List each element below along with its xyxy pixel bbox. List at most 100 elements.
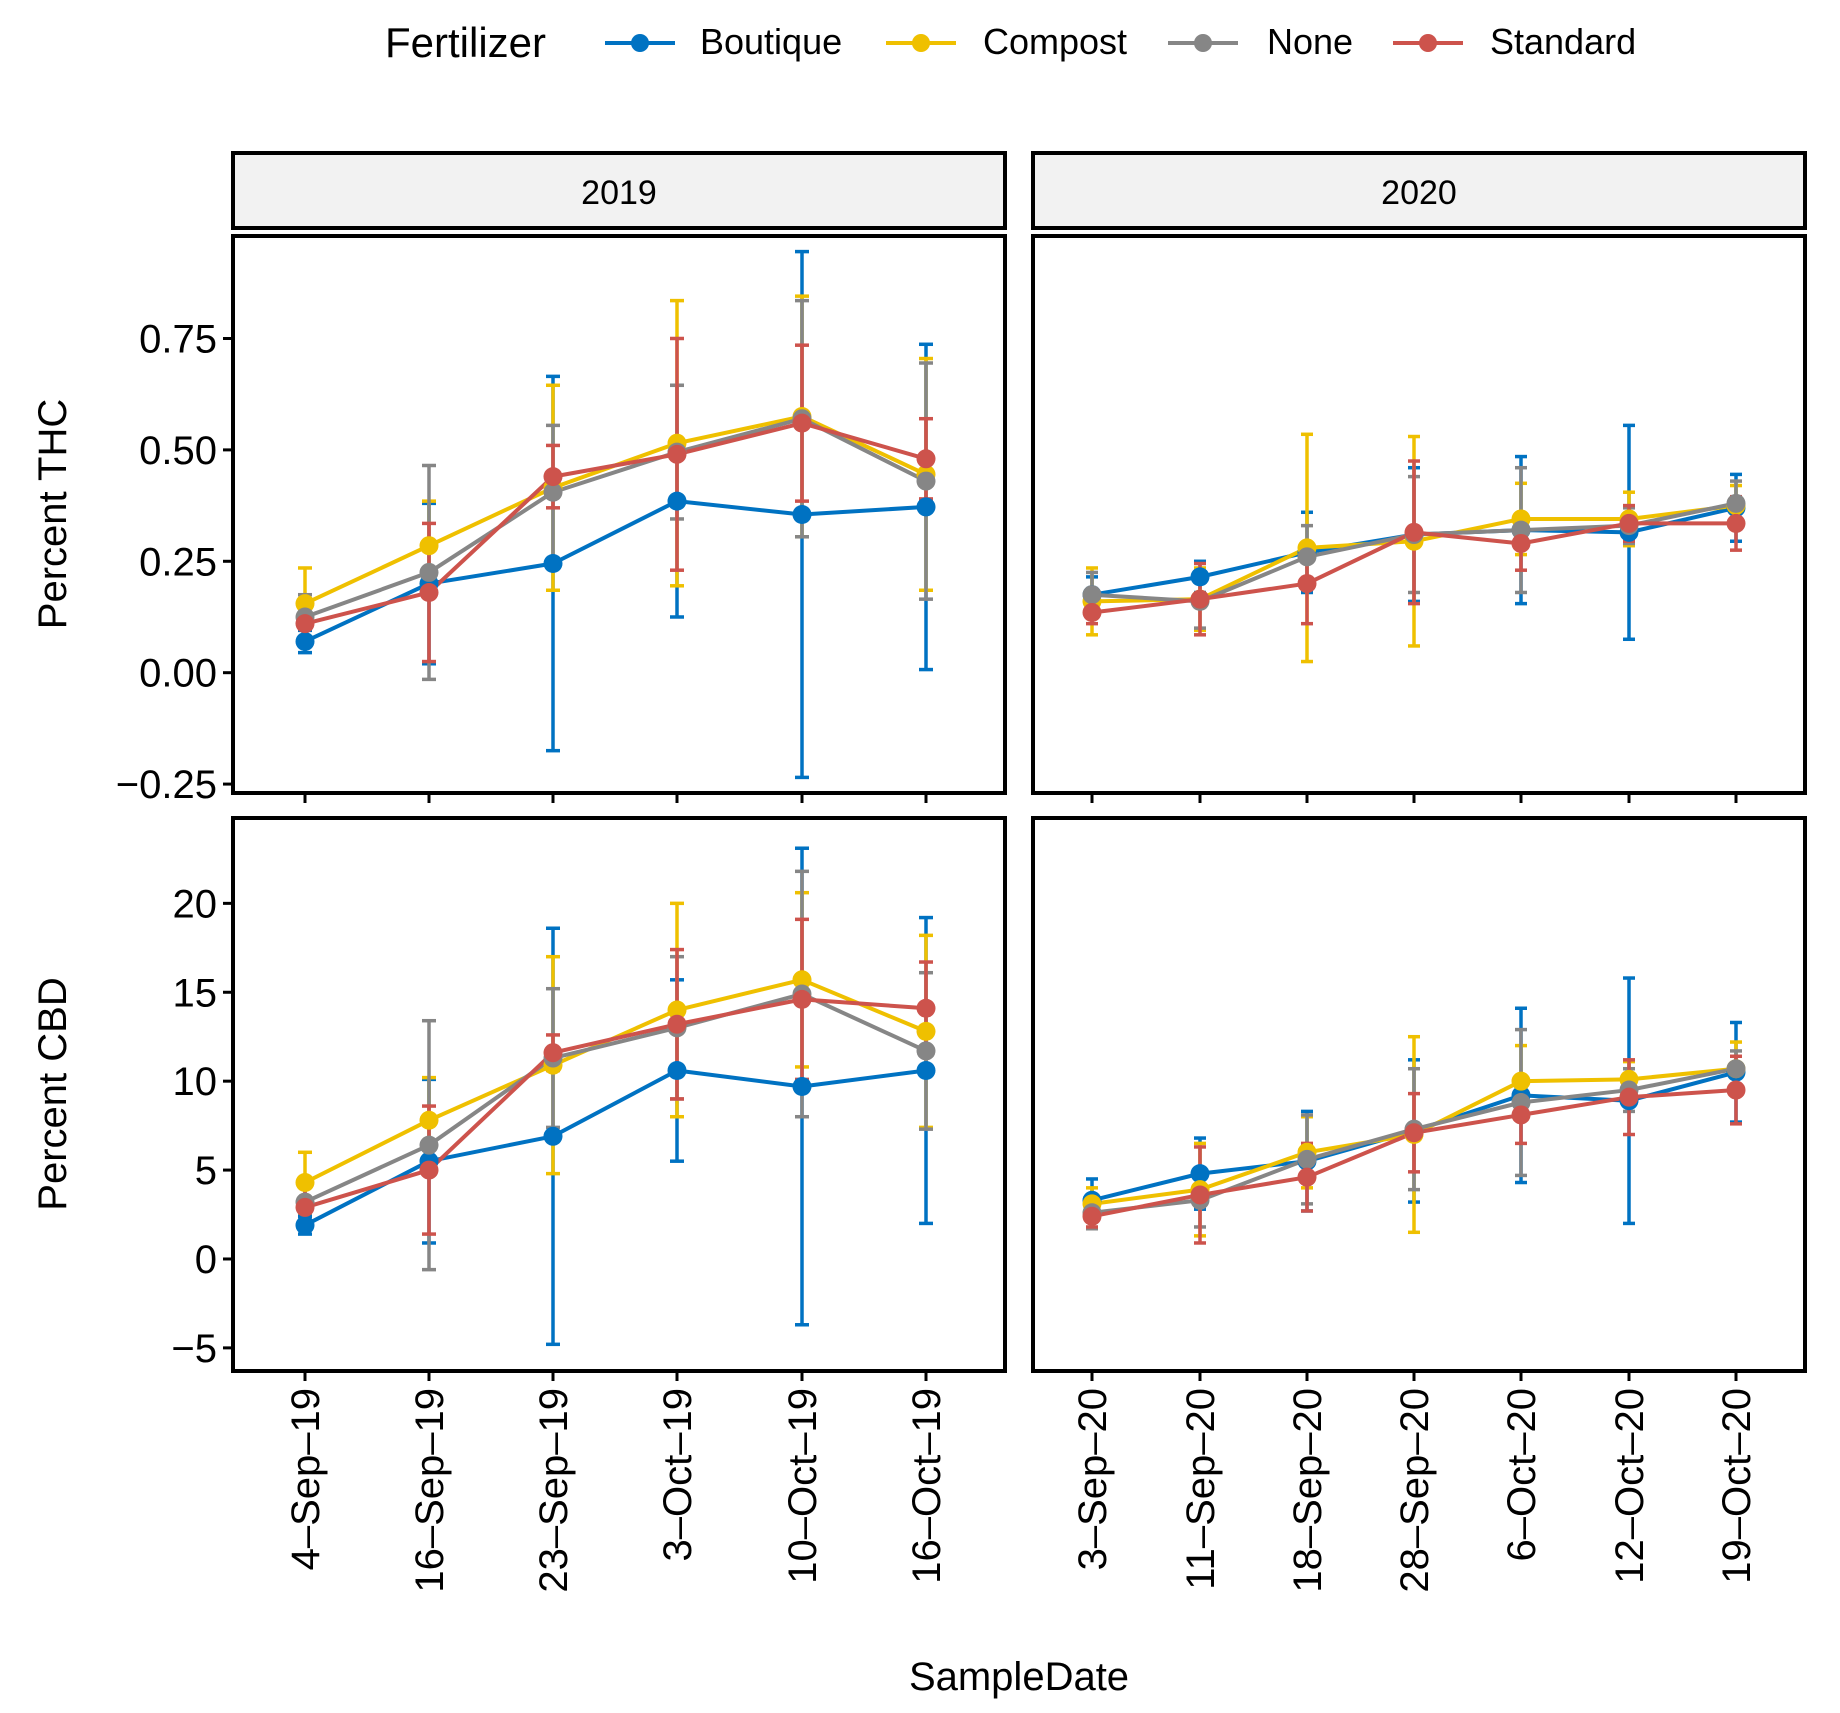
point-standard-5 — [916, 449, 936, 469]
point-boutique-1 — [1190, 1164, 1210, 1184]
point-boutique-2 — [543, 554, 563, 574]
x-tick-label-2020-0: 3–Sep–20 — [1071, 1388, 1115, 1570]
point-standard-4 — [1511, 533, 1531, 553]
point-none-0 — [1082, 585, 1102, 605]
legend-key-marker-standard — [1419, 34, 1437, 52]
series-line-none — [304, 992, 927, 1204]
point-boutique-3 — [667, 1060, 687, 1080]
point-standard-6 — [1726, 1080, 1746, 1100]
panel-border-percent-cbd-2019 — [231, 816, 1007, 1373]
x-tick-label-2019-5: 16–Oct–19 — [905, 1388, 949, 1584]
point-none-2 — [1297, 547, 1317, 567]
legend-key-marker-none — [1194, 34, 1212, 52]
panel-percent-thc-2019: −0.25 0.00 0.25 0.50 0.75 — [116, 234, 1007, 807]
point-standard-5 — [1619, 513, 1639, 533]
point-standard-2 — [1297, 1167, 1317, 1187]
series-line-standard — [304, 997, 927, 1210]
legend: Fertilizer Boutique Compost None Standard — [385, 19, 1636, 66]
y-tick-label-percent-cbd-4: 15 — [173, 971, 218, 1015]
point-none-5 — [916, 1041, 936, 1061]
point-none-4 — [1511, 520, 1531, 540]
point-compost-4 — [1511, 1071, 1531, 1091]
point-boutique-0 — [295, 1215, 315, 1235]
facet-strips: 2019 2020 — [231, 151, 1807, 230]
legend-key-marker-boutique — [631, 34, 649, 52]
point-standard-1 — [419, 582, 439, 602]
legend-label-boutique: Boutique — [700, 21, 842, 62]
point-boutique-1 — [1190, 567, 1210, 587]
panel-border-percent-cbd-2020 — [1031, 816, 1807, 1373]
point-none-2 — [1297, 1149, 1317, 1169]
point-compost-0 — [295, 1173, 315, 1193]
point-compost-1 — [419, 536, 439, 556]
point-boutique-5 — [916, 497, 936, 517]
y-tick-label-percent-cbd-1: 0 — [195, 1238, 217, 1282]
strip-label-2020: 2020 — [1381, 174, 1457, 212]
y-tick-label-percent-thc-1: 0.00 — [139, 652, 217, 696]
x-tick-label-2020-1: 11–Sep–20 — [1179, 1388, 1223, 1590]
panel-percent-cbd-2019: −5 0 5 10 15 20 — [171, 816, 1007, 1381]
point-standard-0 — [295, 614, 315, 634]
point-standard-1 — [1190, 589, 1210, 609]
x-tick-label-2019-2: 23–Sep–19 — [532, 1388, 576, 1593]
point-standard-5 — [1619, 1087, 1639, 1107]
point-compost-0 — [295, 594, 315, 614]
y-tick-label-percent-cbd-0: −5 — [171, 1327, 217, 1371]
x-tick-label-2020-3: 28–Sep–20 — [1393, 1388, 1437, 1593]
point-boutique-0 — [295, 631, 315, 651]
point-boutique-4 — [792, 505, 812, 524]
point-standard-4 — [792, 413, 812, 433]
legend-title: Fertilizer — [385, 19, 546, 66]
point-compost-5 — [916, 1021, 936, 1041]
y-tick-label-percent-thc-2: 0.25 — [139, 540, 217, 584]
point-standard-0 — [1082, 603, 1102, 623]
point-standard-3 — [1404, 1123, 1424, 1143]
legend-label-compost: Compost — [983, 21, 1127, 62]
point-none-6 — [1726, 1059, 1746, 1079]
point-none-1 — [419, 1135, 439, 1155]
point-standard-2 — [543, 467, 563, 487]
strip-2020 — [1031, 151, 1807, 230]
point-none-6 — [1726, 493, 1746, 513]
legend-key-marker-compost — [912, 34, 930, 52]
y-axis-title-thc: Percent THC — [31, 399, 75, 629]
y-axis-titles: Percent THC Percent CBD — [31, 399, 75, 1211]
x-tick-label-2020-4: 6–Oct–20 — [1500, 1388, 1544, 1561]
point-standard-5 — [916, 998, 936, 1018]
point-standard-0 — [1082, 1206, 1102, 1226]
panel-clip-percent-cbd-2019 — [295, 846, 936, 1347]
series-line-boutique — [304, 1068, 927, 1227]
series-line-compost — [304, 414, 927, 606]
point-none-2 — [543, 482, 563, 502]
point-standard-3 — [1404, 522, 1424, 542]
point-standard-2 — [1297, 574, 1317, 594]
panel-percent-thc-2020 — [1031, 234, 1807, 803]
legend-label-none: None — [1267, 21, 1353, 62]
point-boutique-4 — [792, 1076, 812, 1096]
point-standard-3 — [667, 444, 687, 464]
panel-clip-percent-thc-2019 — [295, 249, 936, 780]
x-tick-label-2019-1: 16–Sep–19 — [408, 1388, 452, 1593]
y-tick-label-percent-cbd-2: 5 — [195, 1149, 217, 1193]
panel-clip-percent-thc-2020 — [1082, 423, 1746, 664]
panel-percent-cbd-2020 — [1031, 816, 1807, 1381]
y-tick-label-percent-cbd-3: 10 — [173, 1060, 218, 1104]
panel-clip-percent-cbd-2020 — [1082, 976, 1746, 1245]
y-tick-label-percent-thc-4: 0.75 — [139, 317, 217, 361]
point-none-1 — [419, 562, 439, 582]
x-tick-label-2020-2: 18–Sep–20 — [1286, 1388, 1330, 1593]
y-tick-label-percent-thc-3: 0.50 — [139, 429, 217, 473]
point-boutique-5 — [916, 1060, 936, 1080]
series-line-boutique — [304, 499, 927, 644]
point-boutique-3 — [667, 491, 687, 511]
x-tick-label-2020-5: 12–Oct–20 — [1608, 1388, 1652, 1584]
plot-area: −0.25 0.00 0.25 0.50 0.75 −5 0 5 10 15 20 4–Sep–19 1… — [116, 234, 1807, 1593]
x-tick-label-2020-6: 19–Oct–20 — [1715, 1388, 1759, 1584]
point-none-5 — [916, 471, 936, 491]
point-standard-6 — [1726, 513, 1746, 533]
y-tick-label-percent-cbd-5: 20 — [173, 882, 218, 926]
panel-border-percent-thc-2020 — [1031, 234, 1807, 795]
series-line-standard — [304, 421, 927, 626]
point-compost-4 — [792, 970, 812, 990]
